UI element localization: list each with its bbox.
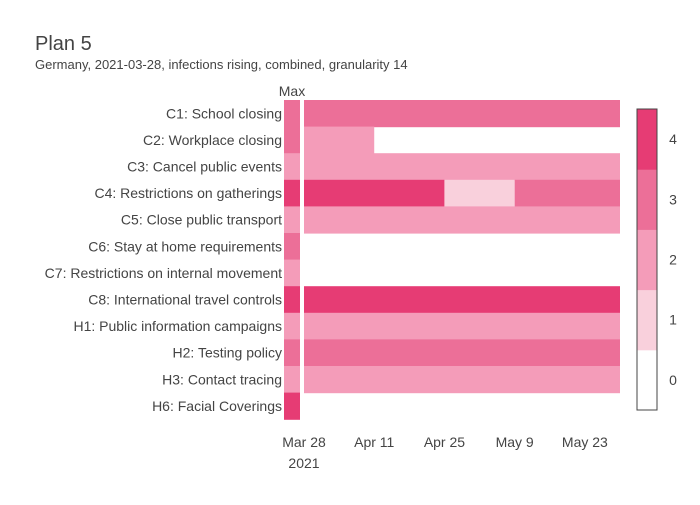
max-cell <box>284 153 300 181</box>
colorbar-band <box>637 109 657 170</box>
heatmap-cell <box>304 286 620 314</box>
x-tick-label: Apr 11 <box>354 434 394 450</box>
row-label: C7: Restrictions on internal movement <box>45 265 282 281</box>
heatmap-cell <box>304 206 620 234</box>
row-label: H6: Facial Coverings <box>152 398 282 414</box>
colorbar-band <box>637 229 657 291</box>
row-label: C4: Restrictions on gatherings <box>94 185 282 201</box>
row-label: C8: International travel controls <box>88 292 282 308</box>
colorbar-band <box>637 169 657 230</box>
max-cell <box>284 312 300 340</box>
colorbar: 0 1 2 3 4 <box>636 108 677 411</box>
heatmap-cell <box>304 366 620 394</box>
max-cell <box>284 126 300 154</box>
heatmap-cell <box>444 179 515 207</box>
colorbar-tick-label: 4 <box>669 131 677 147</box>
row-labels: C1: School closing C2: Workplace closing C… <box>45 105 282 414</box>
x-tick-label: Apr 25 <box>424 434 465 450</box>
max-cell <box>284 179 300 207</box>
heatmap-cell <box>304 312 620 340</box>
max-cell <box>284 392 300 420</box>
heatmap-cell <box>304 339 620 367</box>
chart-title: Plan 5 <box>35 33 92 55</box>
max-cell <box>284 233 300 261</box>
max-cell <box>284 259 300 287</box>
colorbar-band <box>637 289 657 351</box>
colorbar-tick-label: 2 <box>669 252 677 268</box>
max-cell <box>284 286 300 314</box>
row-label: C2: Workplace closing <box>143 132 282 148</box>
max-cell <box>284 100 300 128</box>
heatmap-cell <box>304 179 445 207</box>
row-label: C5: Close public transport <box>121 212 282 228</box>
max-column <box>284 100 300 420</box>
row-label: H1: Public information campaigns <box>73 318 282 334</box>
row-label: C6: Stay at home requirements <box>88 238 282 254</box>
heatmap-cell <box>304 100 620 128</box>
heatmap-cell <box>304 153 620 181</box>
max-cell <box>284 366 300 394</box>
colorbar-band <box>637 349 657 411</box>
x-axis-ticks: Mar 28 2021 Apr 11 Apr 25 May 9 May 23 <box>282 434 608 471</box>
colorbar-outline <box>636 108 658 411</box>
colorbar-tick-label: 1 <box>669 312 677 328</box>
row-label: C3: Cancel public events <box>127 159 282 175</box>
row-label: H3: Contact tracing <box>162 371 282 387</box>
heatmap-cell <box>514 179 620 207</box>
max-cell <box>284 339 300 367</box>
x-tick-label: May 9 <box>496 434 534 450</box>
colorbar-tick-label: 3 <box>669 191 677 207</box>
timeline-cells <box>304 100 620 394</box>
heatmap-cell <box>304 126 375 154</box>
chart-subtitle: Germany, 2021-03-28, infections rising, … <box>35 57 408 72</box>
colorbar-tick-label: 0 <box>669 372 677 388</box>
x-tick-label: Mar 28 <box>282 434 326 450</box>
max-column-label: Max <box>279 83 305 99</box>
row-label: C1: School closing <box>166 105 282 121</box>
x-tick-sublabel: 2021 <box>288 455 319 471</box>
x-tick-label: May 23 <box>562 434 608 450</box>
row-label: H2: Testing policy <box>173 345 282 361</box>
max-cell <box>284 206 300 234</box>
